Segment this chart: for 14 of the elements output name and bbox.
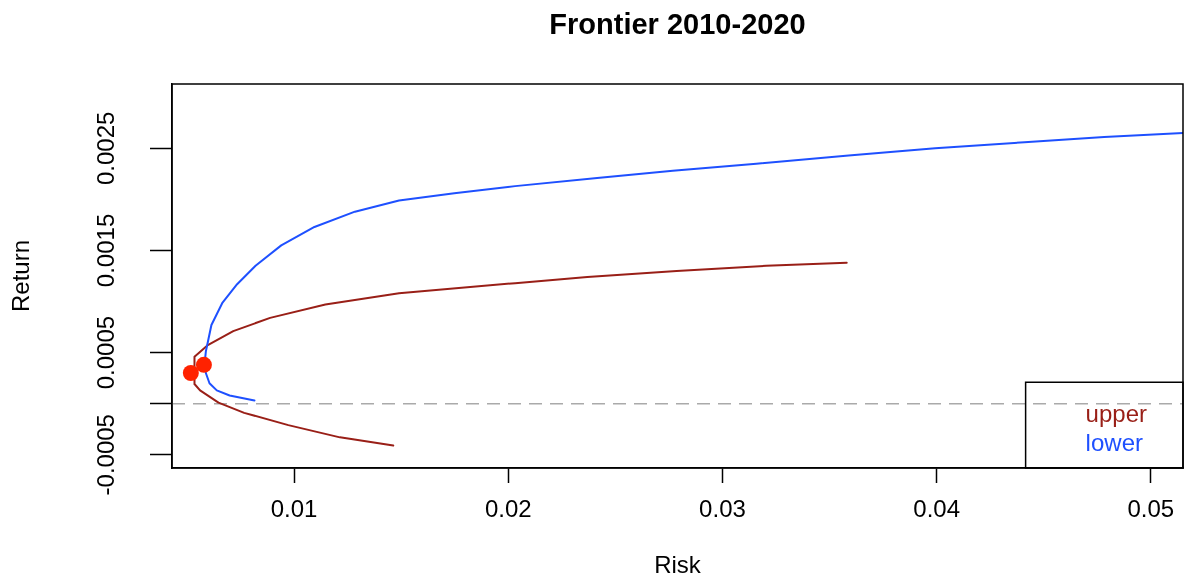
x-tick-label: 0.01 <box>270 495 318 523</box>
x-tick-label: 0.04 <box>913 495 961 523</box>
x-tick-label: 0.03 <box>699 495 746 523</box>
text: upper <box>1085 400 1148 428</box>
x-tick-label: 0.02 <box>484 495 532 523</box>
x-axis-title: Risk <box>654 551 702 579</box>
y-axis-title: Return <box>7 239 35 313</box>
y-tick-label: -0.0005 <box>92 414 120 496</box>
y-tick-label: 0.0015 <box>92 213 120 288</box>
y-tick-label: 0.0025 <box>92 111 120 186</box>
y-tick-label: 0.0005 <box>92 315 120 390</box>
x-tick-label: 0.05 <box>1127 495 1175 523</box>
text: lower <box>1085 429 1143 456</box>
chart-title: Frontier 2010-2020 <box>549 8 806 40</box>
